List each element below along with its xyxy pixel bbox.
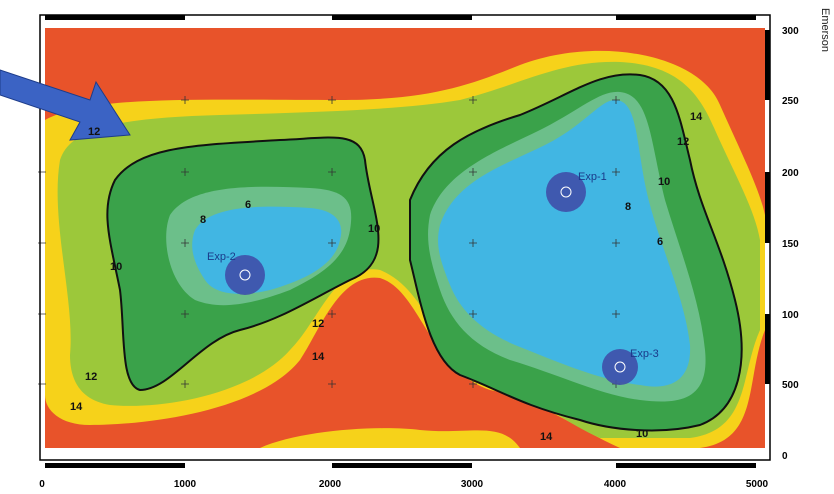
- contour-label: 12: [88, 126, 100, 138]
- x-tick-label: 0: [39, 479, 45, 490]
- contour-label: 12: [677, 136, 689, 148]
- credit: Emerson: [819, 8, 831, 52]
- contour-label: 8: [625, 201, 631, 213]
- contour-label: 12: [85, 371, 97, 383]
- x-tick-label: 5000: [746, 479, 769, 490]
- y-tick-label: 250: [782, 96, 799, 107]
- well-label: Exp-3: [630, 348, 659, 360]
- contour-label: 8: [200, 214, 206, 226]
- y-tick-label: 150: [782, 239, 799, 250]
- frame: [39, 14, 771, 468]
- contour-label: 14: [540, 431, 553, 443]
- wells: Exp-1 Exp-2 Exp-3: [207, 171, 659, 385]
- contour-label: 10: [368, 223, 380, 235]
- y-tick-label: 0: [782, 451, 788, 462]
- arrow: [0, 69, 131, 141]
- y-tick-label: 200: [782, 168, 799, 179]
- contour-label: 10: [658, 176, 670, 188]
- y-tick-label: 300: [782, 26, 799, 37]
- y-tick-label: 100: [782, 310, 799, 321]
- contour-label: 6: [245, 199, 251, 211]
- x-tick-label: 4000: [604, 479, 627, 490]
- contour-label: 6: [657, 236, 663, 248]
- y-tick-label: 500: [782, 380, 799, 391]
- contour-label: 14: [690, 111, 703, 123]
- contour-label: 12: [312, 318, 324, 330]
- contour-fill: [45, 28, 765, 448]
- x-tick-label: 1000: [174, 479, 197, 490]
- contour-label: 10: [110, 261, 122, 273]
- x-tick-label: 3000: [461, 479, 484, 490]
- contour-label: 10: [636, 428, 648, 440]
- contour-label: 14: [312, 351, 325, 363]
- x-axis: 0 1000 2000 3000 4000 5000: [39, 479, 768, 490]
- well-label: Exp-2: [207, 251, 236, 263]
- y-axis: 300 250 200 150 100 500 0: [782, 26, 799, 462]
- well-label: Exp-1: [578, 171, 607, 183]
- contour-label: 14: [70, 401, 83, 413]
- contour-labels: 12 10 8 6 10 12 14 12 14 14 12 10 8 6 10…: [70, 111, 703, 443]
- x-tick-label: 2000: [319, 479, 342, 490]
